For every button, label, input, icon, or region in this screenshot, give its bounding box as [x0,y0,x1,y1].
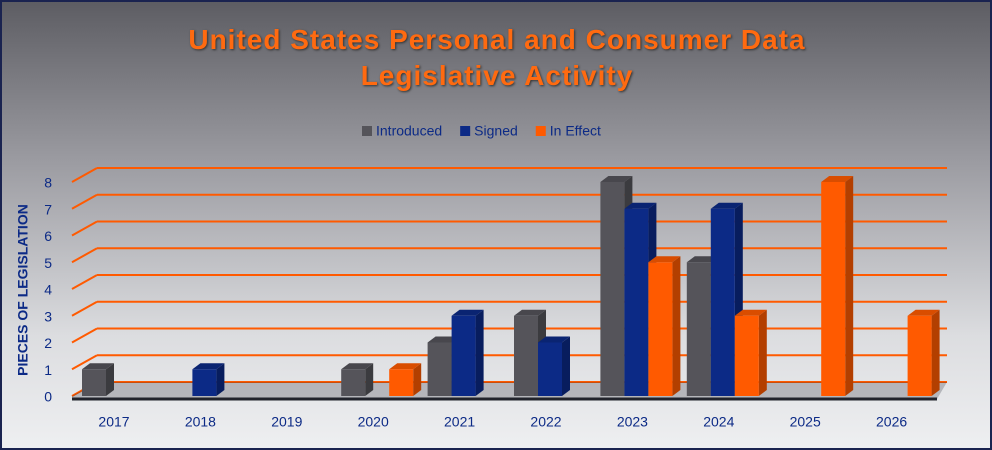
bar-side [365,363,374,396]
bar-top [907,309,940,316]
bar-side [106,363,114,396]
grid-depth [71,247,98,264]
x-tick-label: 2025 [790,414,821,430]
y-tick-label: 6 [44,228,52,244]
x-tick-label: 2026 [876,414,907,430]
bar-side [216,363,225,396]
bar-top [192,363,225,370]
legend-label: In Effect [550,123,601,139]
bar-top [389,363,422,370]
chart-title: United States Personal and Consumer Data… [188,24,806,91]
y-tick-label: 1 [44,362,52,378]
y-tick-label: 4 [44,282,52,298]
bar [341,369,366,396]
bar [600,182,625,396]
x-tick-label: 2018 [185,414,216,430]
bar [451,315,476,396]
bar-top [624,202,657,209]
bar [514,315,538,396]
bar-top [600,176,633,182]
bar [192,369,217,396]
x-tick-label: 2021 [444,414,475,430]
y-axis-label: PIECES OF LEGISLATION [15,204,31,376]
x-tick-label: 2019 [271,414,302,430]
bar [538,342,562,396]
x-tick-label: 2017 [98,414,129,430]
bar-side [475,309,484,396]
legend-label: Signed [474,123,518,139]
legend-label: Introduced [376,123,442,139]
x-tick-label: 2023 [617,414,648,430]
bar [427,342,452,396]
y-tick-label: 8 [44,175,52,191]
grid-depth [71,354,98,371]
grid-depth [71,274,98,290]
grid-depth [71,327,98,344]
y-tick-label: 0 [44,389,52,405]
bar [821,182,846,396]
grid-depth [71,193,98,210]
bar-side [931,309,940,396]
y-tick-label: 2 [44,335,52,351]
legend-swatch [460,126,471,136]
bar-top [514,309,546,316]
bar-top [648,256,681,263]
bar-top [821,176,854,182]
x-tick-label: 2022 [530,414,561,430]
y-tick-label: 7 [44,201,52,217]
bar-top [538,336,570,343]
legend-swatch [362,126,372,136]
bar-top [451,309,484,316]
bar-side [672,256,681,396]
bar-side [413,363,422,396]
bar [710,208,735,396]
y-tick-label: 5 [44,255,52,271]
bar [624,208,649,396]
bar-side [845,176,854,396]
legend-swatch [535,126,546,136]
bar-top [734,309,767,316]
bar [82,369,106,396]
bar-top [341,363,374,370]
bar [907,315,932,396]
grid-depth [71,220,98,237]
bar [686,262,711,396]
bar-top [710,202,743,209]
grid-depth [71,300,98,317]
bar-top [82,363,114,370]
grid-depth [71,167,98,183]
bar-side [758,309,767,396]
y-tick-label: 3 [44,308,52,324]
bar [734,315,759,396]
x-tick-label: 2020 [358,414,389,430]
bar-side [562,336,570,396]
bar [389,369,414,396]
x-tick-label: 2024 [703,414,734,430]
bar [648,262,673,396]
